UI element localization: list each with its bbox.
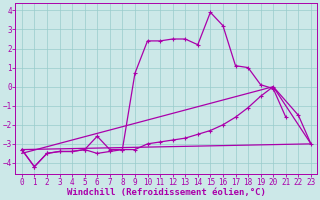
X-axis label: Windchill (Refroidissement éolien,°C): Windchill (Refroidissement éolien,°C) [67,188,266,197]
